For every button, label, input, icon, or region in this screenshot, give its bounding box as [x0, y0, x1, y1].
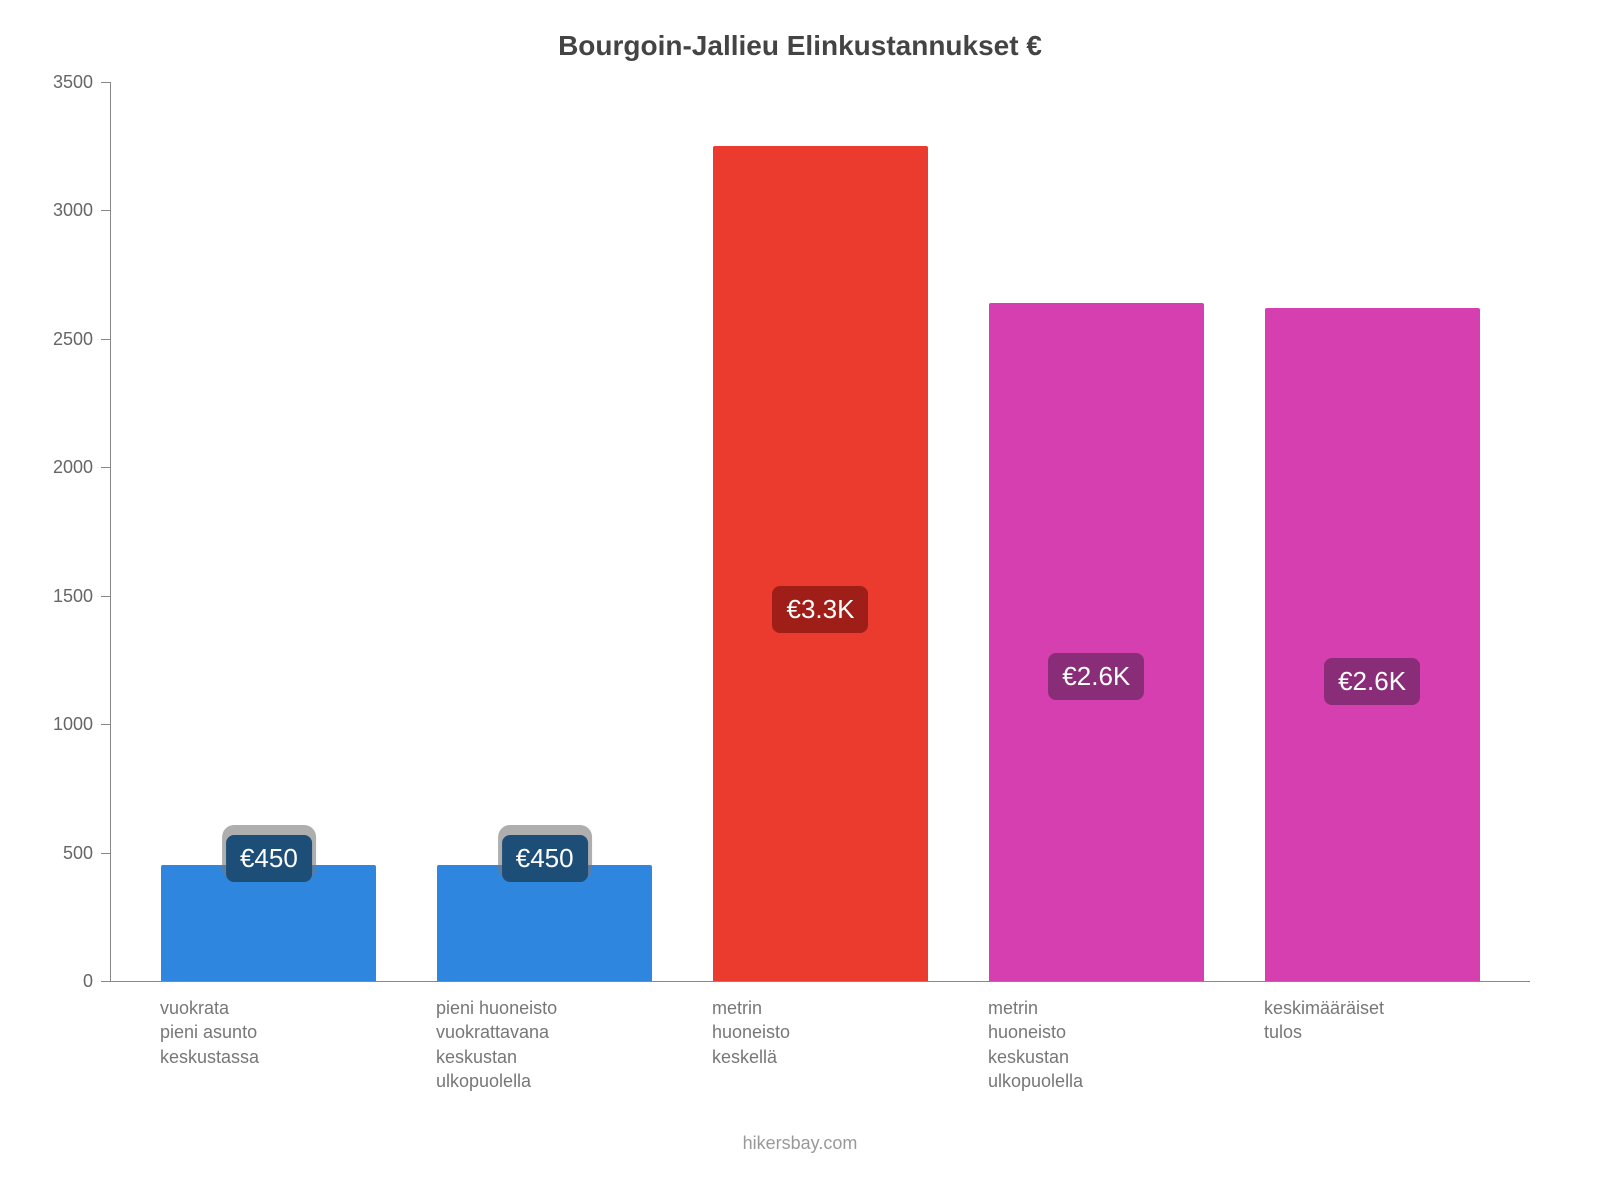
y-tick-label: 1000 — [53, 714, 93, 735]
bar-slot: €3.3K — [683, 82, 959, 981]
y-tick: 3500 — [99, 82, 109, 83]
bar-value-label: €450 — [502, 835, 588, 882]
x-axis-label: metrin huoneisto keskellä — [712, 996, 790, 1093]
x-axis-label: vuokrata pieni asunto keskustassa — [160, 996, 259, 1093]
x-axis-label: keskimääräiset tulos — [1264, 996, 1384, 1093]
bar-slot: €2.6K — [958, 82, 1234, 981]
chart-container: Bourgoin-Jallieu Elinkustannukset € €450… — [0, 0, 1600, 1200]
bar: €2.6K — [1265, 308, 1480, 981]
plot-area: €450€450€3.3K€2.6K€2.6K 0500100015002000… — [110, 82, 1530, 982]
bar-value-label: €2.6K — [1048, 653, 1144, 700]
chart-footer: hikersbay.com — [40, 1133, 1560, 1154]
x-label-slot: keskimääräiset tulos — [1234, 996, 1510, 1093]
x-axis-label: metrin huoneisto keskustan ulkopuolella — [988, 996, 1083, 1093]
bar: €3.3K — [713, 146, 928, 981]
y-tick: 3000 — [99, 210, 109, 211]
y-tick-label: 500 — [63, 843, 93, 864]
y-tick-label: 3000 — [53, 200, 93, 221]
bar: €450 — [161, 865, 376, 981]
bar-slot: €2.6K — [1234, 82, 1510, 981]
bar-value-label: €3.3K — [773, 586, 869, 633]
y-tick-label: 2500 — [53, 329, 93, 350]
y-tick-label: 3500 — [53, 72, 93, 93]
y-tick: 2500 — [99, 339, 109, 340]
y-tick: 1500 — [99, 596, 109, 597]
y-tick-label: 2000 — [53, 457, 93, 478]
y-tick-label: 0 — [83, 971, 93, 992]
bar: €450 — [437, 865, 652, 981]
y-tick: 500 — [99, 853, 109, 854]
y-tick: 1000 — [99, 724, 109, 725]
bar-value-label: €2.6K — [1324, 658, 1420, 705]
x-axis-labels: vuokrata pieni asunto keskustassa pieni h… — [110, 982, 1530, 1093]
y-tick-label: 1500 — [53, 586, 93, 607]
x-axis-label: pieni huoneisto vuokrattavana keskustan … — [436, 996, 557, 1093]
bar-slot: €450 — [131, 82, 407, 981]
x-label-slot: vuokrata pieni asunto keskustassa — [130, 996, 406, 1093]
bars-container: €450€450€3.3K€2.6K€2.6K — [111, 82, 1530, 981]
bar-value-label: €450 — [226, 835, 312, 882]
bar: €2.6K — [989, 303, 1204, 981]
y-tick: 0 — [99, 981, 109, 982]
y-tick: 2000 — [99, 467, 109, 468]
bar-slot: €450 — [407, 82, 683, 981]
x-label-slot: metrin huoneisto keskustan ulkopuolella — [958, 996, 1234, 1093]
chart-title: Bourgoin-Jallieu Elinkustannukset € — [40, 30, 1560, 62]
x-label-slot: metrin huoneisto keskellä — [682, 996, 958, 1093]
x-label-slot: pieni huoneisto vuokrattavana keskustan … — [406, 996, 682, 1093]
